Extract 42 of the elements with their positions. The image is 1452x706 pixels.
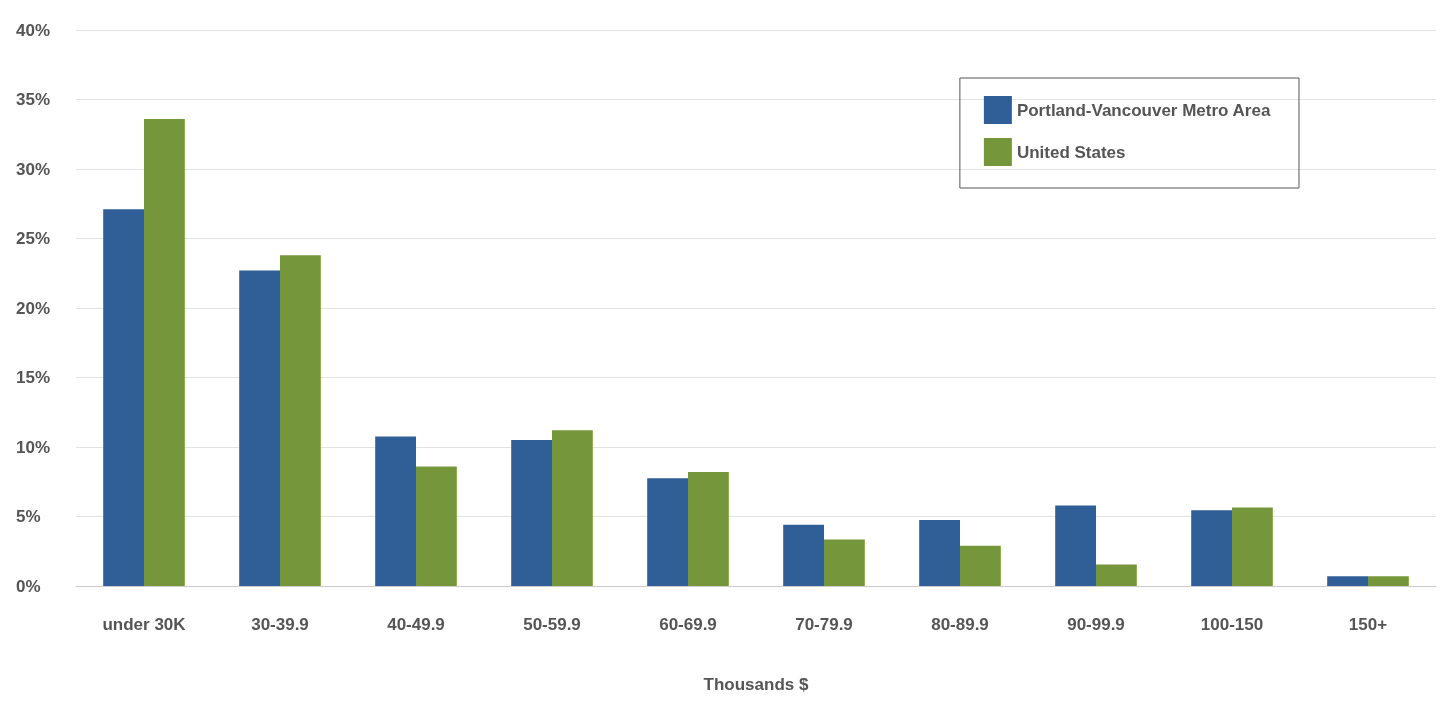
bar [919, 519, 960, 586]
bar [688, 472, 729, 586]
y-tick-label: 25% [16, 229, 51, 248]
y-tick-label: 0% [16, 576, 41, 596]
bar [1368, 576, 1409, 586]
x-tick-label: 80-89.9 [931, 615, 989, 634]
bar [280, 255, 321, 586]
x-tick-label: 150+ [1348, 615, 1388, 634]
x-axis-title: Thousands $ [703, 675, 809, 694]
x-tick-label: 90-99.9 [1067, 615, 1125, 634]
x-tick-label: 100-150 [1200, 615, 1264, 634]
bar [1191, 510, 1232, 586]
y-tick-label: 10% [16, 437, 51, 457]
bar [552, 430, 593, 586]
y-tick-label: 30% [16, 159, 51, 179]
y-tick-label: 20% [16, 298, 51, 318]
bar [103, 209, 144, 586]
bar [144, 118, 185, 586]
y-tick-label: 40% [16, 20, 51, 40]
y-tick-label: 35% [16, 90, 51, 109]
bar [960, 545, 1001, 586]
bar [1055, 505, 1096, 586]
x-tick-label: 60-69.9 [659, 615, 717, 634]
x-tick-label: 30-39.9 [251, 615, 309, 634]
legend-label: Portland-Vancouver Metro Area [1016, 100, 1271, 120]
bar [1327, 576, 1368, 586]
x-tick-label: 40-49.9 [387, 615, 445, 634]
bar [647, 478, 688, 586]
x-tick-label: 50-59.9 [523, 615, 581, 634]
bar [824, 539, 865, 586]
bar [1096, 564, 1137, 586]
x-tick-label: 70-79.9 [795, 615, 853, 634]
x-tick-label: under 30K [102, 615, 187, 634]
bar [239, 270, 280, 586]
y-tick-label: 5% [16, 507, 41, 526]
bar [416, 466, 457, 586]
y-tick-label: 15% [16, 368, 51, 387]
bar [511, 440, 552, 586]
bar [783, 524, 824, 586]
bar [1232, 507, 1273, 586]
legend-label: United States [1016, 142, 1126, 162]
bar [375, 436, 416, 586]
